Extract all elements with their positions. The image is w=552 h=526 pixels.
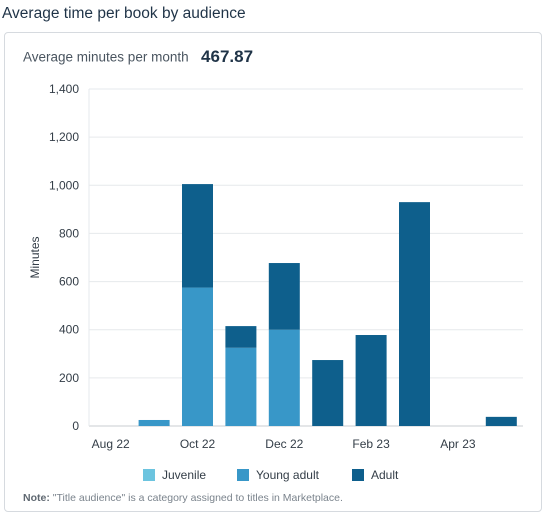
y-tick-label: 1,400 <box>49 82 79 96</box>
legend-label-adult[interactable]: Adult <box>371 468 399 482</box>
x-tick-label: Dec 22 <box>265 437 303 451</box>
y-tick-label: 200 <box>59 371 79 385</box>
bar-young-adult[interactable] <box>182 287 213 426</box>
y-tick-label: 600 <box>59 275 79 289</box>
metric-summary: Average minutes per month 467.87 <box>23 47 253 67</box>
note-text: "Title audience" is a category assigned … <box>52 492 343 504</box>
bar-young-adult[interactable] <box>225 347 257 426</box>
bar-adult[interactable] <box>312 360 344 426</box>
bar-adult[interactable] <box>355 335 387 426</box>
page-title: Average time per book by audience <box>2 5 246 22</box>
legend-label-juvenile[interactable]: Juvenile <box>162 468 206 482</box>
legend-swatch-juvenile[interactable] <box>143 469 155 481</box>
x-tick-label: Aug 22 <box>92 437 130 451</box>
chart-note: Note: "Title audience" is a category ass… <box>23 492 343 504</box>
chart-card: Average minutes per month 467.87 0 200 400… <box>4 32 542 512</box>
y-tick-label: 1,200 <box>49 130 79 144</box>
legend-label-young-adult[interactable]: Young adult <box>256 468 320 482</box>
bar-adult[interactable] <box>268 263 300 330</box>
y-axis-label: Minutes <box>28 236 42 278</box>
y-tick-label: 0 <box>72 419 79 433</box>
bar-adult[interactable] <box>399 202 430 426</box>
y-tick-label: 1,000 <box>49 178 79 192</box>
bar-young-adult[interactable] <box>268 329 300 426</box>
y-tick-label: 400 <box>59 323 79 337</box>
metric-label: Average minutes per month <box>23 49 189 65</box>
bar-adult[interactable] <box>225 326 257 348</box>
y-tick-label: 800 <box>59 226 79 240</box>
x-tick-label: Oct 22 <box>180 437 216 451</box>
bar-young-adult[interactable] <box>138 419 170 426</box>
x-tick-label: Apr 23 <box>440 437 476 451</box>
legend-swatch-adult[interactable] <box>352 469 364 481</box>
legend-swatch-young-adult[interactable] <box>237 469 249 481</box>
x-tick-label: Feb 23 <box>352 437 390 451</box>
stacked-bar-chart: 0 200 400 600 800 1,000 1,200 1,400 Minutes Aug 2… <box>28 82 523 482</box>
bar-adult[interactable] <box>182 184 213 288</box>
metric-value: 467.87 <box>201 47 254 66</box>
bar-adult[interactable] <box>485 416 517 426</box>
note-prefix: Note: <box>23 492 50 504</box>
